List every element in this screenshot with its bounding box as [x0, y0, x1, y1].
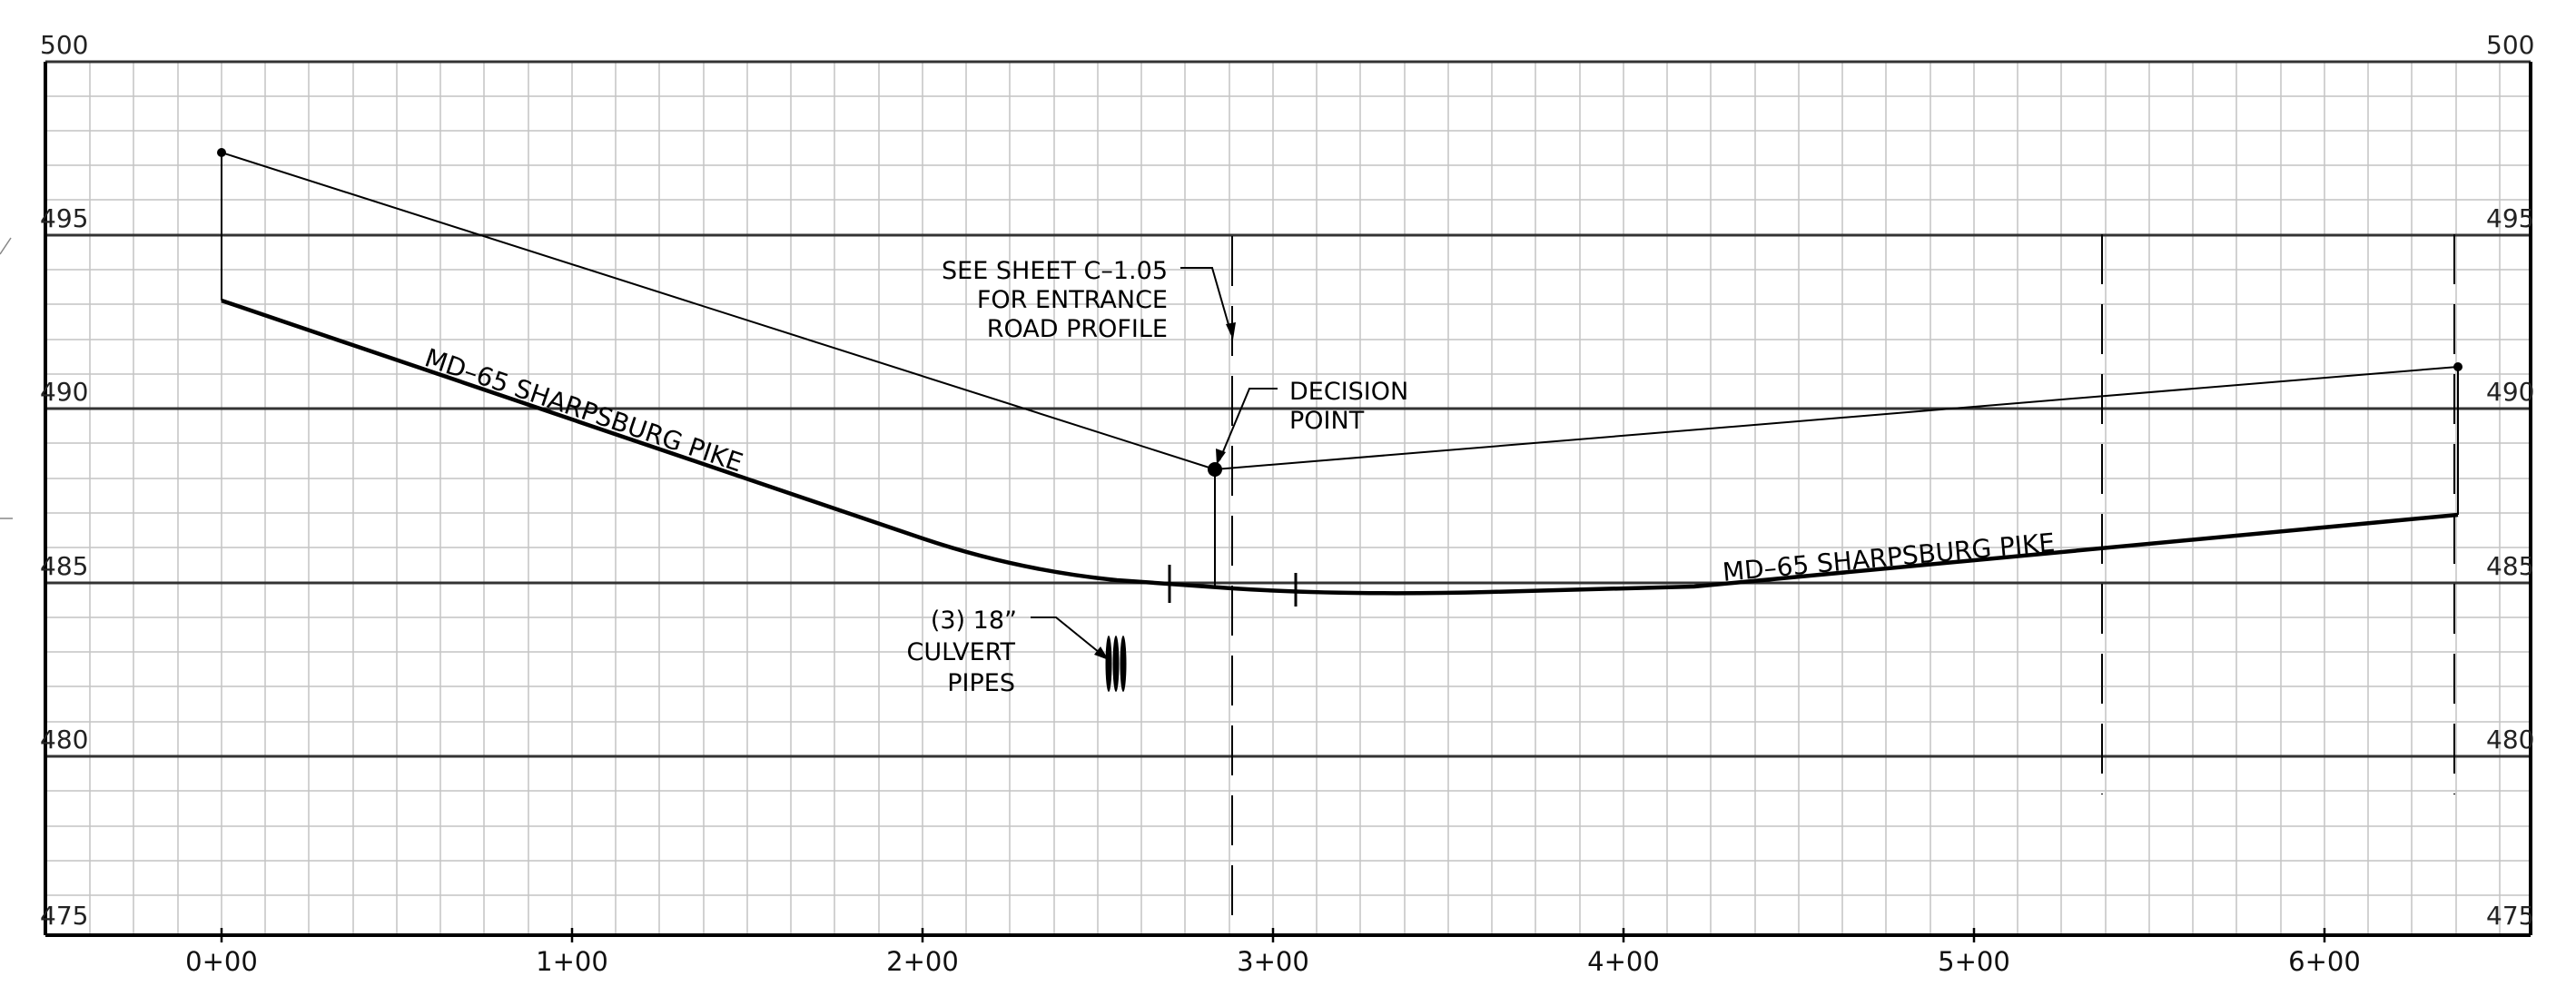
- elevation-labels-left: 500 495 490 485 480 475: [40, 30, 88, 931]
- elevation-label: 495: [40, 203, 88, 233]
- annotation-leaders: [1031, 267, 1278, 657]
- see-sheet-line-3: ROAD PROFILE: [987, 315, 1168, 343]
- road-profile-line: [221, 298, 2459, 596]
- sight-line: [221, 152, 2459, 586]
- see-sheet-line-1: SEE SHEET C–1.05: [942, 257, 1168, 285]
- station-label: 3+00: [1237, 946, 1309, 977]
- culvert-leader: [1031, 616, 1105, 657]
- culvert-note: (3) 18” CULVERT PIPES: [906, 607, 1017, 697]
- decision-point-marker: [1208, 462, 1222, 477]
- decision-point-line-1: DECISION: [1289, 378, 1408, 406]
- sight-line-start-point: [217, 148, 226, 157]
- elevation-label: 475: [2486, 901, 2534, 931]
- elevation-label: 480: [2486, 725, 2534, 754]
- elevation-label: 495: [2486, 203, 2534, 233]
- station-label: 2+00: [886, 946, 959, 977]
- station-label: 1+00: [536, 946, 608, 977]
- decision-point-line-2: POINT: [1289, 407, 1365, 435]
- elevation-label: 500: [2486, 30, 2534, 60]
- decision-point-note: DECISION POINT: [1289, 378, 1408, 435]
- leader-arrowheads: [1094, 322, 1236, 660]
- decision-point-leader: [1219, 388, 1278, 461]
- minor-grid: [45, 62, 2531, 935]
- culvert-line-2: CULVERT: [906, 638, 1015, 666]
- major-grid: [45, 60, 2531, 758]
- elevation-labels-right: 500 495 490 485 480 475: [2486, 30, 2534, 931]
- drawing-frame: [44, 62, 2532, 937]
- culvert-line-1: (3) 18”: [931, 607, 1017, 635]
- road-label-left: MD–65 SHARPSBURG PIKE: [421, 342, 746, 478]
- elevation-label: 485: [2486, 551, 2534, 581]
- station-label: 0+00: [185, 946, 258, 977]
- station-ticks: [220, 928, 2326, 942]
- elevation-label: 485: [40, 551, 88, 581]
- station-labels: 0+00 1+00 2+00 3+00 4+00 5+00 6+00: [185, 946, 2361, 977]
- station-label: 6+00: [2288, 946, 2361, 977]
- culvert-pipes-symbol: [1105, 636, 1127, 692]
- elevation-label: 500: [40, 30, 88, 60]
- culvert-line-3: PIPES: [947, 669, 1015, 697]
- see-sheet-leader: [1180, 267, 1232, 335]
- road-label-right: MD–65 SHARPSBURG PIKE: [1722, 528, 2057, 587]
- elevation-label: 475: [40, 901, 88, 931]
- see-sheet-line-2: FOR ENTRANCE: [977, 286, 1168, 314]
- edge-marks: [0, 237, 13, 519]
- sight-line-end-point: [2453, 362, 2462, 371]
- station-label: 5+00: [1938, 946, 2010, 977]
- road-profile-ticks: [1168, 565, 1298, 607]
- elevation-label: 490: [40, 377, 88, 407]
- see-sheet-note: SEE SHEET C–1.05 FOR ENTRANCE ROAD PROFI…: [942, 257, 1168, 343]
- elevation-label: 480: [40, 725, 88, 754]
- station-label: 4+00: [1587, 946, 1660, 977]
- elevation-label: 490: [2486, 377, 2534, 407]
